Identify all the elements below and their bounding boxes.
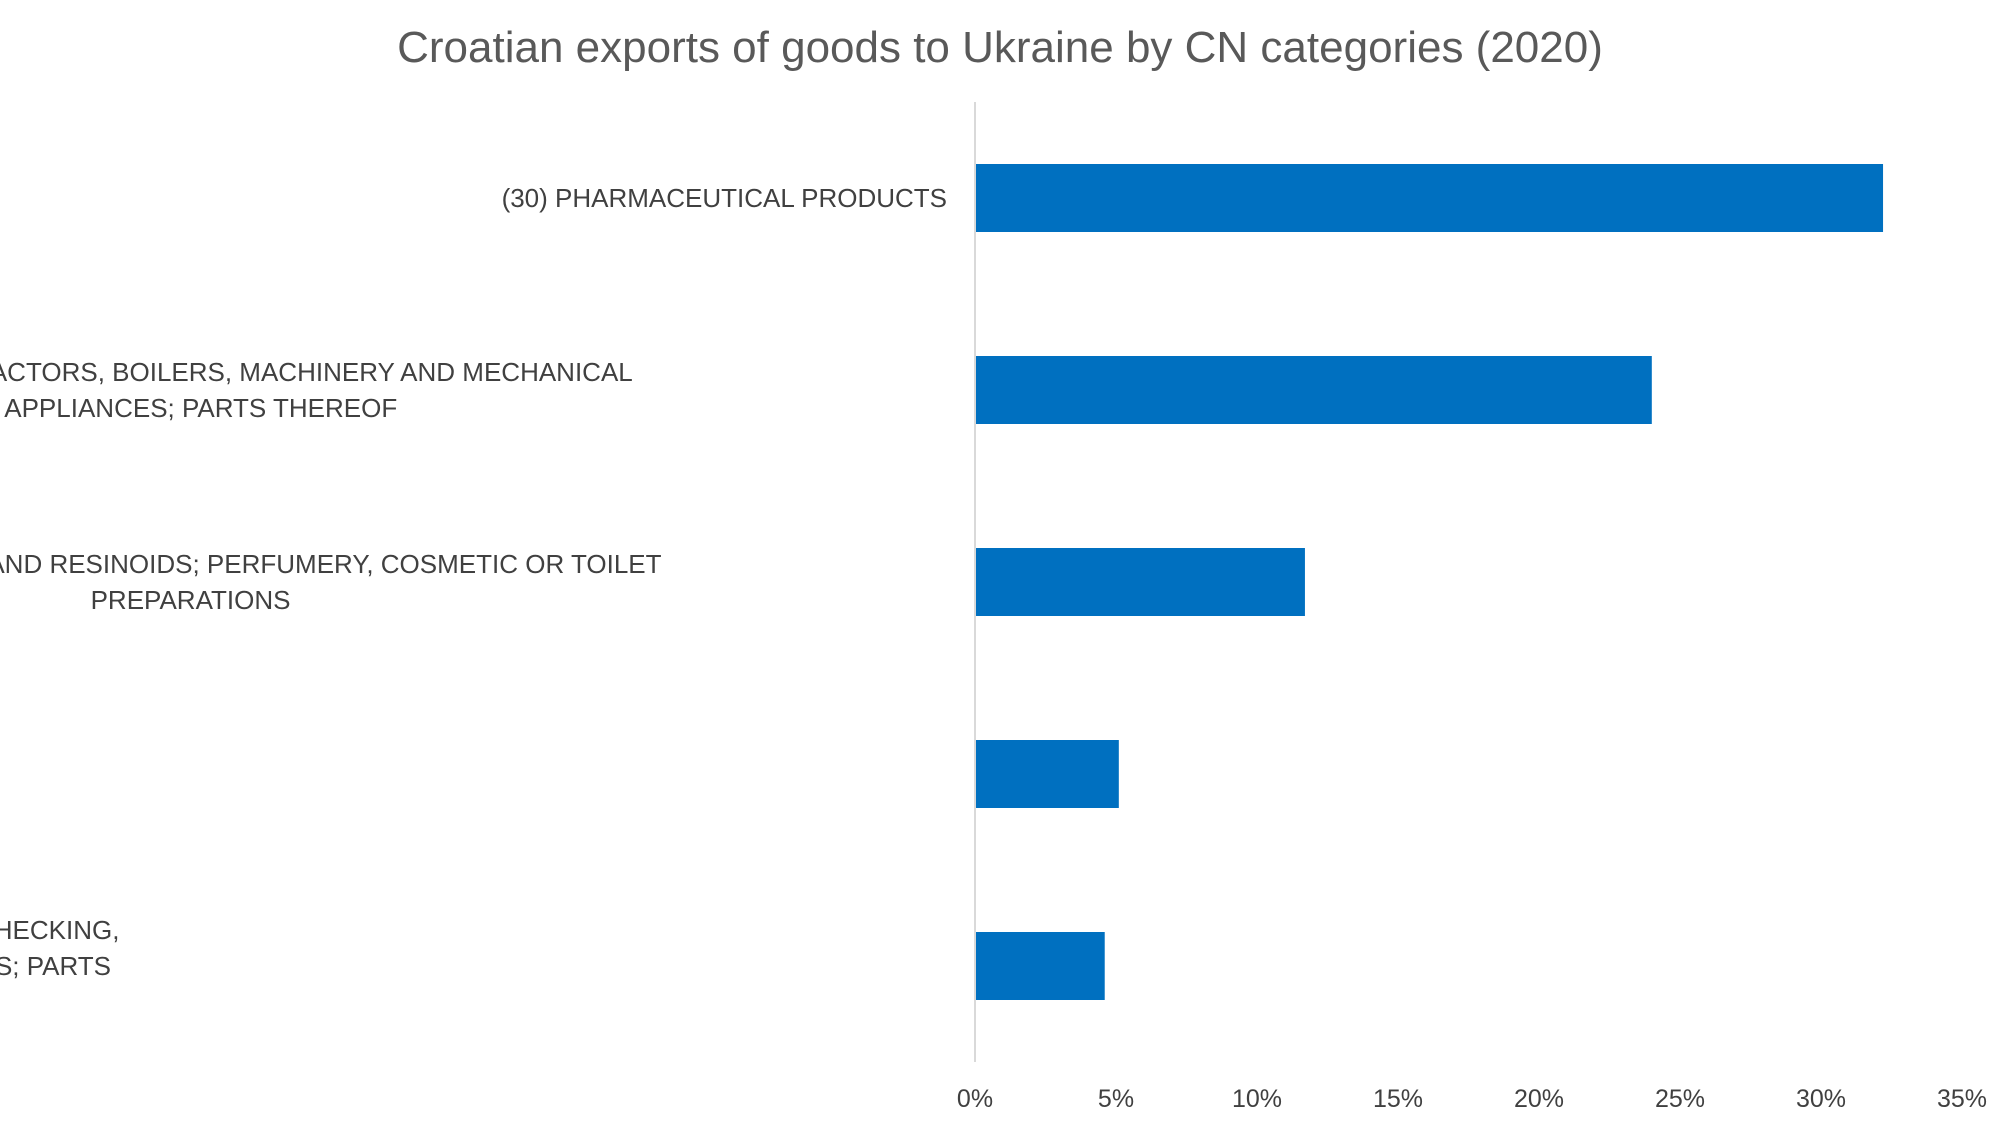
bar bbox=[975, 548, 1305, 616]
x-tick-label: 20% bbox=[1514, 1085, 1564, 1113]
x-tick-label: 25% bbox=[1655, 1085, 1705, 1113]
category-label: (84) NUCLEAR REACTORS, BOILERS, MACHINER… bbox=[0, 357, 633, 423]
category-label-line: PRECISION, MEDICAL OR SURGICAL INSTRUMEN… bbox=[0, 951, 111, 981]
bar bbox=[975, 932, 1105, 1000]
x-axis-tick-labels: 0% 5% 10% 15% 20% 25% 30% 35% bbox=[957, 1085, 1987, 1113]
x-tick-label: 15% bbox=[1373, 1085, 1423, 1113]
category-labels: (30) PHARMACEUTICAL PRODUCTS (84) NUCLEAR… bbox=[0, 183, 947, 1017]
category-label-line: (90) OPTICAL, PHOTOGRAPHIC, CINEMATOGRAP… bbox=[0, 915, 119, 945]
x-tick-label: 10% bbox=[1232, 1085, 1282, 1113]
x-tick-label: 30% bbox=[1796, 1085, 1846, 1113]
category-label-line: (84) NUCLEAR REACTORS, BOILERS, MACHINER… bbox=[0, 357, 633, 387]
bar bbox=[975, 356, 1652, 424]
category-label-line: APPLIANCES; PARTS THEREOF bbox=[4, 393, 397, 423]
category-label-line: (30) PHARMACEUTICAL PRODUCTS bbox=[502, 183, 947, 213]
x-tick-label: 35% bbox=[1937, 1085, 1987, 1113]
category-label: (90) OPTICAL, PHOTOGRAPHIC, CINEMATOGRAP… bbox=[0, 915, 119, 1017]
bars-group bbox=[975, 164, 1884, 1000]
chart-title: Croatian exports of goods to Ukraine by … bbox=[397, 23, 1603, 72]
category-label-line: PREPARATIONS bbox=[91, 585, 291, 615]
x-tick-label: 0% bbox=[957, 1085, 993, 1113]
category-label: (30) PHARMACEUTICAL PRODUCTS bbox=[502, 183, 947, 213]
bar bbox=[975, 164, 1884, 232]
x-tick-label: 5% bbox=[1098, 1085, 1134, 1113]
bar bbox=[975, 740, 1119, 808]
category-label: (33) ESSENTIAL OILS AND RESINOIDS; PERFU… bbox=[0, 549, 662, 615]
category-label-line: (33) ESSENTIAL OILS AND RESINOIDS; PERFU… bbox=[0, 549, 662, 579]
